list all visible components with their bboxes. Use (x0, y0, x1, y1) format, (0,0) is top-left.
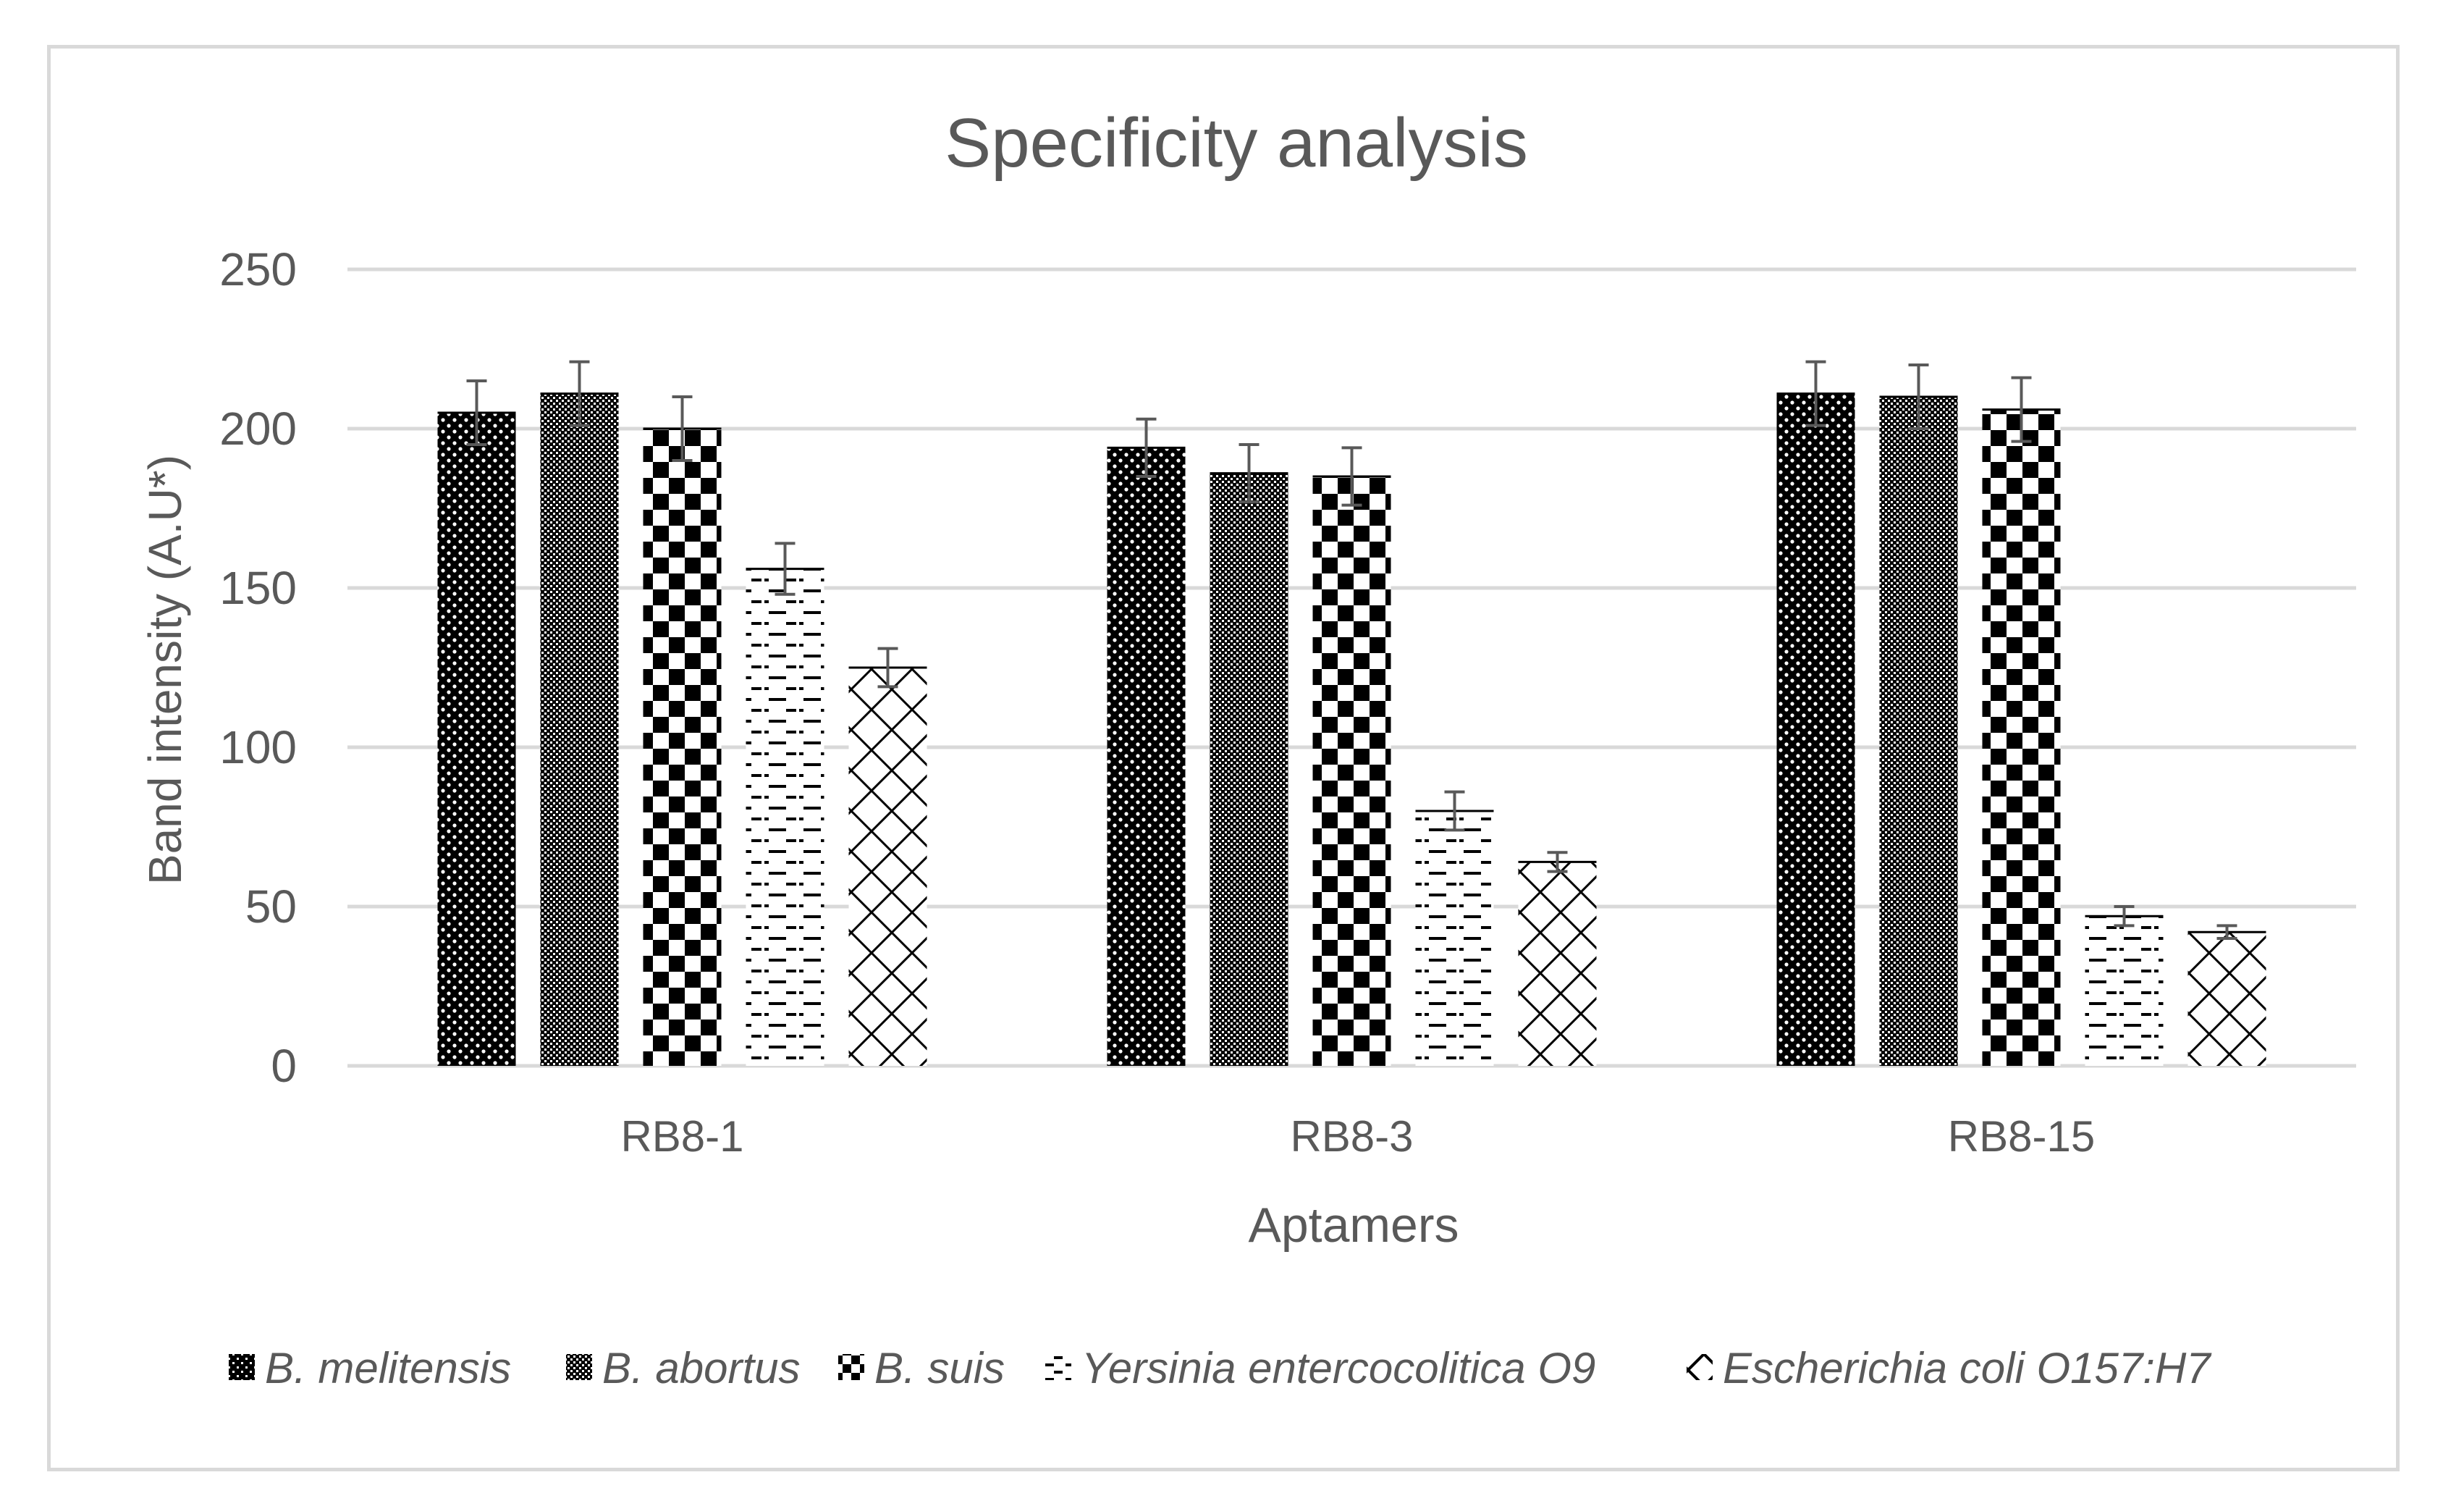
error-bar (1136, 417, 1157, 478)
error-bar (1444, 790, 1465, 832)
y-tick-label: 150 (219, 562, 297, 614)
legend-label: B. suis (874, 1344, 1005, 1392)
error-bar (569, 360, 590, 427)
legend-swatch (566, 1354, 592, 1380)
legend-label: Yersinia entercocolitica O9 (1081, 1344, 1595, 1392)
bar (1415, 811, 1494, 1066)
legend-item: Escherichia coli O157:H7 (1687, 1344, 2212, 1392)
bar (1982, 409, 2061, 1066)
error-bar (1547, 851, 1568, 873)
y-tick-label: 100 (219, 721, 297, 773)
bar (437, 413, 516, 1066)
error-bar (1805, 360, 1826, 427)
bar (2187, 932, 2266, 1066)
y-tick-label: 200 (219, 403, 297, 455)
x-tick-label: RB8-1 (620, 1112, 743, 1161)
error-bar (2114, 905, 2135, 928)
error-bar (672, 395, 693, 462)
legend-label: B. melitensis (265, 1344, 511, 1392)
legend-item: B. abortus (566, 1344, 801, 1392)
y-axis-label: Band intensity (A.U*) (139, 455, 191, 885)
bar (1107, 447, 1186, 1066)
error-bar (1908, 363, 1929, 430)
y-tick-label: 0 (271, 1040, 297, 1092)
bar (1879, 397, 1958, 1066)
bar (1518, 862, 1597, 1066)
x-tick-label: RB8-3 (1290, 1112, 1413, 1161)
bar (1210, 473, 1288, 1066)
error-bar (775, 542, 796, 596)
chart-title: Specificity analysis (945, 104, 1528, 182)
bars (437, 392, 2266, 1066)
bar (643, 429, 722, 1066)
bar (1312, 476, 1391, 1066)
error-bars (466, 360, 2237, 940)
bar (746, 568, 824, 1066)
chart-frame (47, 45, 2400, 1471)
legend-item: B. melitensis (229, 1344, 511, 1392)
bar (2085, 916, 2164, 1066)
error-bar (1341, 446, 1362, 507)
legend-swatch (1045, 1354, 1071, 1380)
bar (540, 393, 619, 1066)
x-axis-ticks: RB8-1 RB8-3 RB8-15 (620, 1112, 2095, 1161)
error-bar (2011, 376, 2032, 443)
legend-swatch (838, 1354, 864, 1380)
legend-label: B. abortus (602, 1344, 801, 1392)
error-bar (466, 379, 487, 446)
error-bar (2216, 924, 2237, 940)
error-bar (877, 647, 898, 689)
x-axis-label: Aptamers (1249, 1198, 1459, 1253)
bar (848, 668, 927, 1066)
legend: B. melitensis B. abortus B. suis Yersinia e… (229, 1344, 2212, 1392)
y-tick-label: 50 (245, 880, 297, 933)
legend-label: Escherichia coli O157:H7 (1723, 1344, 2212, 1392)
y-axis-ticks: 0 50 100 150 200 250 (219, 243, 297, 1092)
legend-item: B. suis (838, 1344, 1005, 1392)
legend-swatch (1687, 1354, 1713, 1380)
legend-swatch (229, 1354, 255, 1380)
legend-item: Yersinia entercocolitica O9 (1045, 1344, 1595, 1392)
error-bar (1239, 443, 1260, 504)
y-tick-label: 250 (219, 243, 297, 295)
x-tick-label: RB8-15 (1948, 1112, 2095, 1161)
bar (1776, 393, 1855, 1066)
